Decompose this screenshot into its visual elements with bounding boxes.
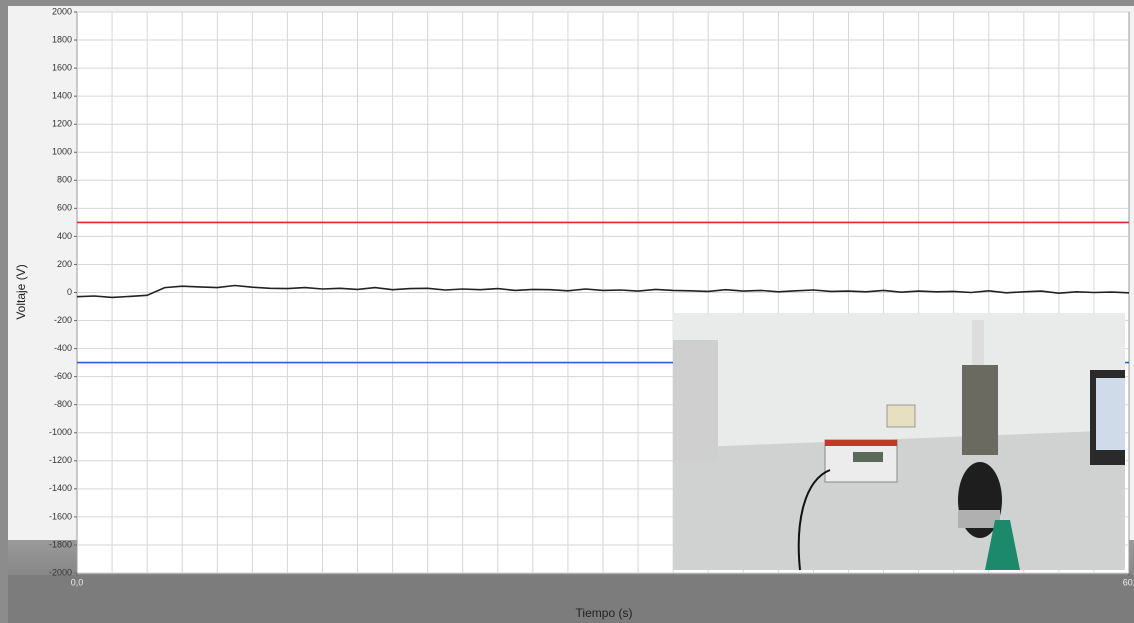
y-tick-label: -1800 bbox=[49, 539, 72, 549]
y-tick-label: 1600 bbox=[52, 62, 72, 72]
photo-cable bbox=[972, 320, 984, 365]
y-tick-label: 1200 bbox=[52, 119, 72, 129]
photo-wall bbox=[673, 313, 1125, 448]
y-tick-label: 1000 bbox=[52, 147, 72, 157]
photo-inset bbox=[673, 313, 1125, 570]
x-tick-label: 0,0 bbox=[71, 577, 84, 587]
y-tick-label: -1400 bbox=[49, 483, 72, 493]
y-tick-label: 2000 bbox=[52, 6, 72, 16]
y-tick-label: 200 bbox=[57, 259, 72, 269]
x-axis-bar bbox=[8, 575, 1134, 623]
y-tick-label: -1600 bbox=[49, 511, 72, 521]
y-tick-label: 800 bbox=[57, 175, 72, 185]
y-tick-label: -600 bbox=[54, 371, 72, 381]
y-tick-label: -400 bbox=[54, 343, 72, 353]
photo-device-label bbox=[825, 440, 897, 446]
photo-base bbox=[958, 510, 1000, 528]
photo-device-screen bbox=[853, 452, 883, 462]
y-tick-label: 600 bbox=[57, 203, 72, 213]
y-tick-label: -1000 bbox=[49, 427, 72, 437]
chart: -2000-1800-1600-1400-1200-1000-800-600-4… bbox=[0, 0, 1134, 623]
x-tick-label: 60, bbox=[1123, 577, 1134, 587]
photo-socket bbox=[887, 405, 915, 427]
photo-probe bbox=[962, 365, 998, 455]
y-tick-label: 1400 bbox=[52, 91, 72, 101]
y-tick-label: 1800 bbox=[52, 34, 72, 44]
photo-printer bbox=[673, 340, 718, 460]
x-axis-title: Tiempo (s) bbox=[576, 606, 633, 620]
y-tick-label: -800 bbox=[54, 399, 72, 409]
y-tick-label: -200 bbox=[54, 315, 72, 325]
y-tick-label: -1200 bbox=[49, 455, 72, 465]
y-tick-label: 400 bbox=[57, 231, 72, 241]
photo-table bbox=[673, 430, 1125, 570]
photo-laptop-screen bbox=[1096, 378, 1125, 450]
page: -2000-1800-1600-1400-1200-1000-800-600-4… bbox=[0, 0, 1134, 623]
y-tick-label: -2000 bbox=[49, 567, 72, 577]
y-axis-title: Voltaje (V) bbox=[14, 264, 28, 319]
y-tick-label: 0 bbox=[67, 287, 72, 297]
